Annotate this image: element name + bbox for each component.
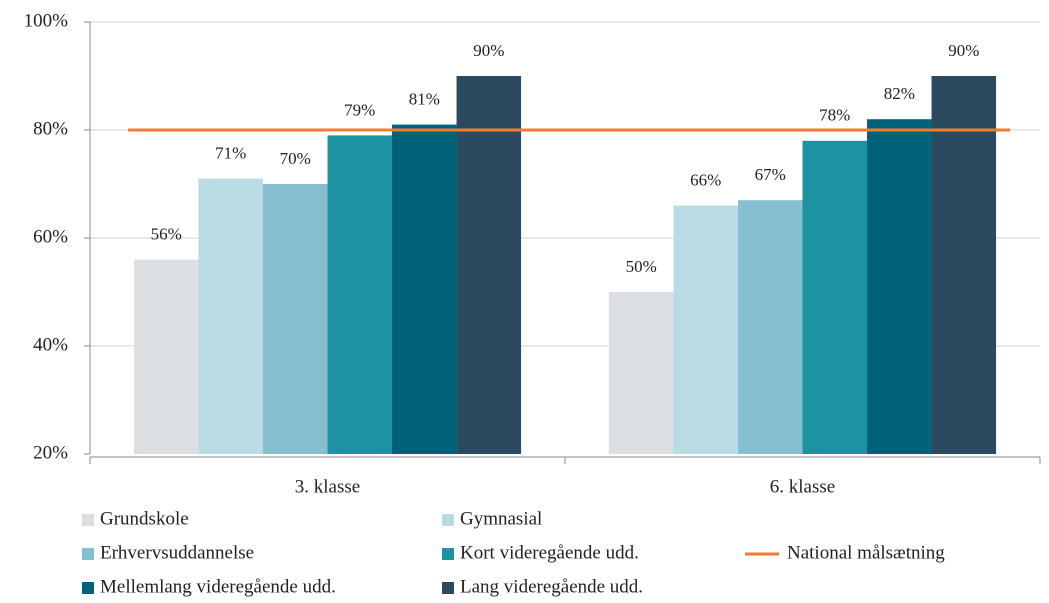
value-label: 90% bbox=[473, 41, 504, 60]
bar bbox=[737, 200, 803, 454]
legend-label: National målsætning bbox=[787, 542, 945, 563]
legend-label: Mellemlang videregående udd. bbox=[100, 576, 336, 597]
value-label: 79% bbox=[344, 100, 375, 119]
legend-swatch bbox=[442, 582, 454, 594]
legend-label: Gymnasial bbox=[460, 508, 542, 529]
bar bbox=[327, 135, 393, 454]
bar bbox=[673, 205, 738, 454]
bar bbox=[262, 184, 328, 454]
legend-swatch bbox=[82, 582, 94, 594]
value-label: 56% bbox=[151, 225, 182, 244]
bar bbox=[133, 259, 199, 454]
x-tick-label: 3. klasse bbox=[295, 476, 360, 497]
x-tick-label: 6. klasse bbox=[770, 476, 835, 497]
value-label: 81% bbox=[409, 90, 440, 109]
legend-label: Lang videregående udd. bbox=[460, 576, 643, 597]
bar bbox=[867, 119, 932, 454]
legend-swatch bbox=[82, 548, 94, 560]
bar bbox=[931, 76, 997, 454]
y-tick-label: 40% bbox=[33, 334, 68, 355]
y-tick-label: 100% bbox=[24, 10, 69, 31]
bar bbox=[608, 292, 674, 454]
value-label: 50% bbox=[626, 257, 657, 276]
legend-label: Grundskole bbox=[100, 508, 189, 529]
y-tick-label: 60% bbox=[33, 226, 68, 247]
y-tick-label: 20% bbox=[33, 442, 68, 463]
legend-swatch bbox=[442, 514, 454, 526]
legend-swatch bbox=[82, 514, 94, 526]
value-label: 66% bbox=[690, 171, 721, 190]
bar bbox=[198, 178, 263, 454]
value-label: 67% bbox=[755, 165, 786, 184]
y-tick-label: 80% bbox=[33, 118, 68, 139]
legend-swatch bbox=[442, 548, 454, 560]
bar bbox=[456, 76, 522, 454]
value-label: 82% bbox=[884, 84, 915, 103]
value-label: 70% bbox=[280, 149, 311, 168]
bar bbox=[392, 124, 457, 454]
value-label: 78% bbox=[819, 106, 850, 125]
legend-label: Kort videregående udd. bbox=[460, 542, 639, 563]
value-label: 90% bbox=[948, 41, 979, 60]
bar bbox=[802, 140, 868, 455]
legend-label: Erhvervsuddannelse bbox=[100, 542, 254, 563]
value-label: 71% bbox=[215, 144, 246, 163]
